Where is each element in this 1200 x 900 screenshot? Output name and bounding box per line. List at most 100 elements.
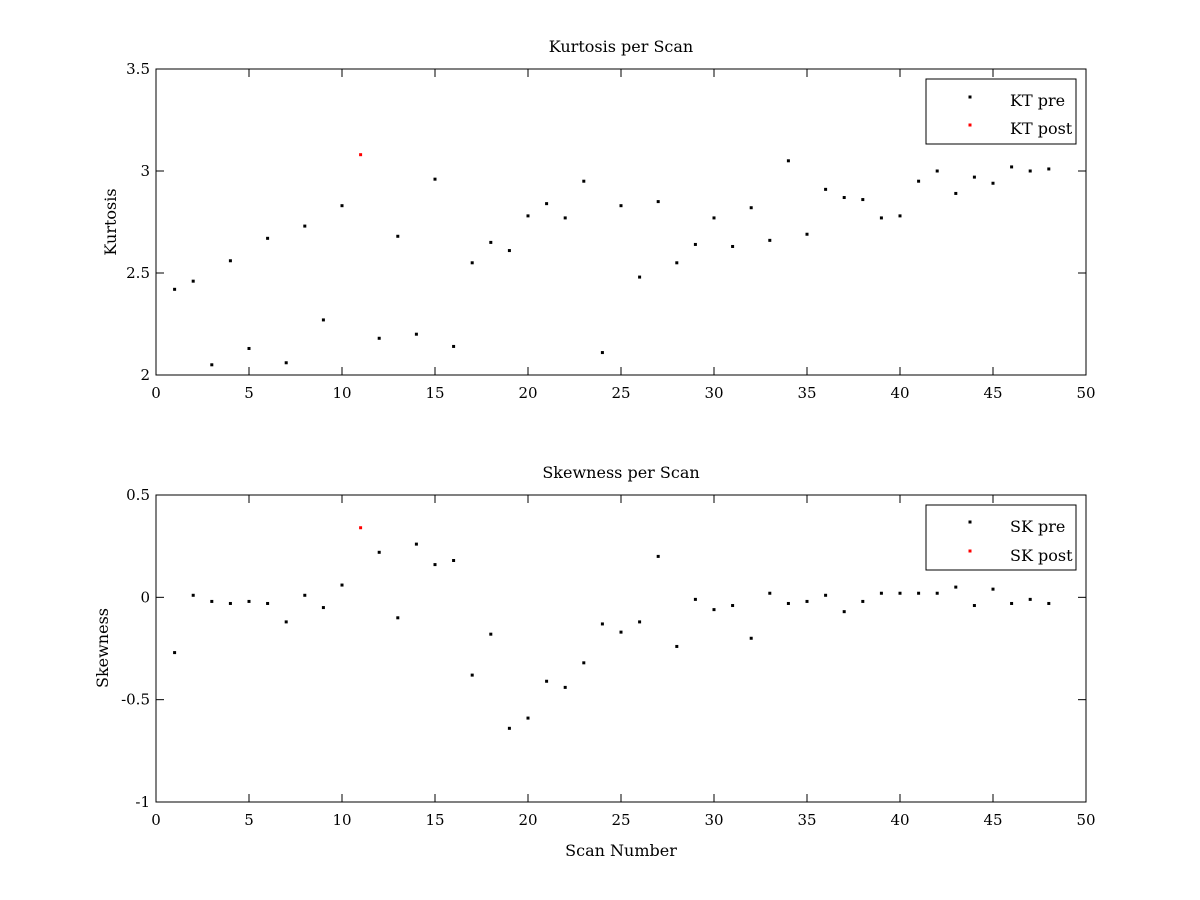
data-point-kt-pre — [842, 196, 846, 200]
data-point-sk-pre — [414, 542, 418, 546]
data-point-sk-pre — [191, 593, 195, 597]
data-point-kt-pre — [191, 279, 195, 283]
kurtosis-y-tick-label: 2 — [140, 366, 150, 384]
data-point-kt-pre — [321, 318, 325, 322]
skewness-legend: SK pre SK post — [925, 504, 1077, 571]
data-point-kt-pre — [954, 191, 958, 195]
skewness-x-tick-label: 40 — [890, 811, 909, 829]
data-point-sk-pre — [247, 599, 251, 603]
data-point-kt-pre — [935, 169, 939, 173]
skewness-y-tick-label: -1 — [135, 793, 150, 811]
data-point-kt-pre — [600, 351, 604, 355]
skewness-chart-title: Skewness per Scan — [542, 463, 699, 482]
data-point-kt-pre — [266, 236, 270, 240]
data-point-kt-pre — [1010, 165, 1014, 169]
data-point-kt-pre — [861, 198, 865, 202]
data-point-kt-pre — [879, 216, 883, 220]
data-point-sk-pre — [600, 622, 604, 626]
data-point-sk-pre — [582, 661, 586, 665]
kurtosis-ticks: 0 5 10 15 20 25 30 35 40 45 50 2 2.5 3 3.5 — [126, 60, 1095, 402]
data-point-kt-pre — [991, 181, 995, 185]
kurtosis-x-tick-label: 25 — [611, 384, 630, 402]
data-point-kt-pre — [917, 179, 921, 183]
data-point-kt-pre — [228, 259, 232, 263]
data-point-kt-pre — [675, 261, 679, 265]
skewness-y-tick-label: 0 — [140, 588, 150, 606]
kurtosis-x-tick-label: 0 — [151, 384, 161, 402]
data-point-kt-pre — [545, 202, 549, 206]
kurtosis-legend-box — [925, 78, 1077, 145]
data-point-kt-pre — [731, 244, 735, 248]
data-point-sk-pre — [749, 636, 753, 640]
skewness-y-tick-label: 0.5 — [126, 486, 150, 504]
kurtosis-x-tick-label: 10 — [332, 384, 351, 402]
legend-label-kt-post: KT post — [1010, 119, 1073, 138]
data-point-kt-pre — [768, 238, 772, 242]
data-point-kt-pre — [340, 204, 344, 208]
data-point-sk-pre — [489, 632, 493, 636]
data-point-sk-pre — [545, 679, 549, 683]
skewness-x-tick-label: 50 — [1076, 811, 1095, 829]
kurtosis-x-tick-label: 20 — [518, 384, 537, 402]
data-point-sk-pre — [712, 608, 716, 612]
legend-marker-sk-pre — [968, 520, 972, 524]
data-point-sk-pre — [824, 593, 828, 597]
data-point-kt-pre — [749, 206, 753, 210]
data-point-sk-post — [359, 526, 363, 530]
data-point-sk-pre — [470, 673, 474, 677]
kurtosis-x-tick-label: 50 — [1076, 384, 1095, 402]
data-point-kt-post — [359, 153, 363, 157]
kurtosis-chart: Kurtosis per Scan Kurtosis 0 5 10 15 20 25 30 3… — [101, 37, 1096, 402]
kurtosis-x-tick-label: 35 — [797, 384, 816, 402]
data-point-kt-pre — [563, 216, 567, 220]
data-point-sk-pre — [638, 620, 642, 624]
data-point-sk-pre — [898, 591, 902, 595]
data-point-sk-pre — [1028, 597, 1032, 601]
data-point-sk-pre — [563, 685, 567, 689]
data-point-kt-pre — [582, 179, 586, 183]
legend-marker-kt-post — [968, 123, 972, 127]
skewness-chart: Skewness per Scan Skewness Scan Number 0… — [93, 463, 1096, 860]
kurtosis-y-tick-label: 2.5 — [126, 264, 150, 282]
data-point-sk-pre — [656, 554, 660, 558]
data-point-sk-pre — [507, 726, 511, 730]
data-point-sk-pre — [1010, 601, 1014, 605]
skewness-x-tick-label: 45 — [983, 811, 1002, 829]
data-point-kt-pre — [619, 204, 623, 208]
skewness-y-tick-label: -0.5 — [121, 691, 150, 709]
skewness-ticks: 0 5 10 15 20 25 30 35 40 45 50 -1 -0.5 0 0.5 — [121, 486, 1095, 829]
data-point-sk-pre — [805, 599, 809, 603]
data-point-kt-pre — [824, 187, 828, 191]
data-point-sk-pre — [228, 601, 232, 605]
data-point-sk-pre — [377, 550, 381, 554]
data-point-sk-pre — [991, 587, 995, 591]
data-point-sk-pre — [879, 591, 883, 595]
data-point-kt-pre — [284, 361, 288, 365]
data-point-kt-pre — [247, 346, 251, 350]
data-point-sk-pre — [173, 651, 177, 655]
skewness-marks — [173, 526, 1051, 730]
data-point-sk-pre — [768, 591, 772, 595]
skewness-x-tick-label: 15 — [425, 811, 444, 829]
data-point-kt-pre — [414, 332, 418, 336]
skewness-y-axis-label: Skewness — [93, 608, 112, 688]
data-point-sk-pre — [935, 591, 939, 595]
kurtosis-marks — [173, 153, 1051, 367]
data-point-kt-pre — [210, 363, 214, 367]
data-point-sk-pre — [284, 620, 288, 624]
data-point-sk-pre — [917, 591, 921, 595]
data-point-sk-pre — [303, 593, 307, 597]
data-point-sk-pre — [619, 630, 623, 634]
kurtosis-x-tick-label: 5 — [244, 384, 254, 402]
skewness-x-tick-label: 10 — [332, 811, 351, 829]
data-point-kt-pre — [786, 159, 790, 163]
data-point-kt-pre — [507, 249, 511, 253]
skewness-legend-box — [925, 504, 1077, 571]
data-point-sk-pre — [675, 644, 679, 648]
kurtosis-chart-title: Kurtosis per Scan — [549, 37, 693, 56]
skewness-x-tick-label: 35 — [797, 811, 816, 829]
data-point-sk-pre — [786, 601, 790, 605]
kurtosis-y-axis-label: Kurtosis — [101, 188, 120, 255]
data-point-sk-pre — [1047, 601, 1051, 605]
